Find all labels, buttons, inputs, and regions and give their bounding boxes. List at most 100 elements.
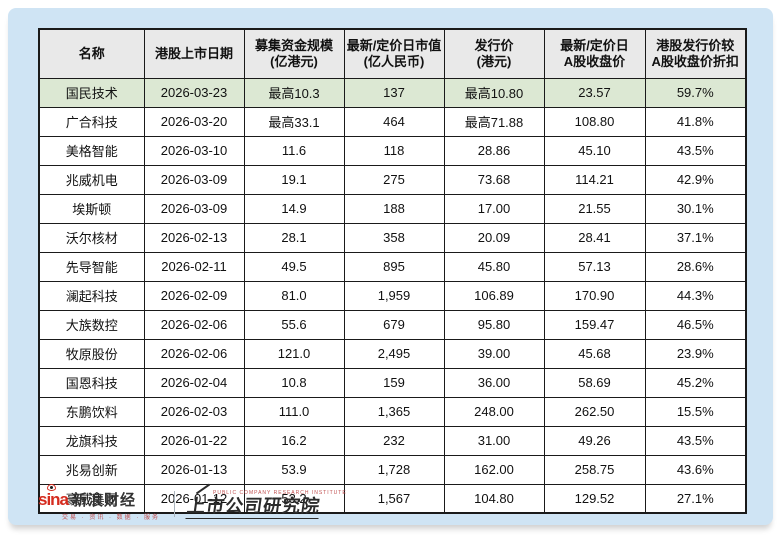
table-row: 广合科技 2026-03-20 最高33.1 464 最高71.88 108.80 41.8… bbox=[38, 106, 747, 137]
table-cell: 2026-03-09 bbox=[143, 193, 245, 224]
table-cell: 10.8 bbox=[243, 367, 345, 398]
table-row: 兆易创新 2026-01-13 53.9 1,728 162.00 258.75 43.6% bbox=[38, 454, 747, 485]
footer-logos: sina 新浪财经 交易 · 资讯 · 数据 · 服务 PUBLIC COMPA… bbox=[38, 483, 346, 521]
table-row: 沃尔核材 2026-02-13 28.1 358 20.09 28.41 37.1% bbox=[38, 222, 747, 253]
table-cell: 43.5% bbox=[644, 425, 747, 456]
table-row: 埃斯顿 2026-03-09 14.9 188 17.00 21.55 30.1% bbox=[38, 193, 747, 224]
header-name: 名称 bbox=[38, 28, 145, 79]
table-cell: 豪威集团 bbox=[38, 483, 145, 514]
ipo-comparison-table: 名称 港股上市日期 募集资金规模 (亿港元) 最新/定价日市值 (亿人民币) 发… bbox=[38, 28, 747, 514]
table-cell: 46.5% bbox=[644, 309, 747, 340]
institute-logo: PUBLIC COMPANY RESEARCH INSTITUTE 上市公司研究… bbox=[185, 483, 346, 519]
sina-brand-text: 新浪财经 bbox=[72, 491, 137, 509]
table-cell: 埃斯顿 bbox=[38, 193, 145, 224]
table-cell: 2026-03-20 bbox=[143, 106, 245, 137]
header-discount: 港股发行价较 A股收盘价折扣 bbox=[644, 28, 747, 79]
table-cell: 兆易创新 bbox=[38, 454, 145, 485]
table-cell: 大族数控 bbox=[38, 309, 145, 340]
table-row: 先导智能 2026-02-11 49.5 895 45.80 57.13 28.6% bbox=[38, 251, 747, 282]
institute-name: 上市公司研究院 bbox=[185, 496, 322, 519]
table-cell: 28.86 bbox=[443, 135, 545, 166]
table-cell: 最高10.80 bbox=[443, 77, 545, 108]
table-cell: 49.5 bbox=[243, 251, 345, 282]
table-cell: 43.6% bbox=[644, 454, 747, 485]
table-cell: 1,567 bbox=[343, 483, 445, 514]
table-cell: 59.7% bbox=[644, 77, 747, 108]
table-cell: 27.1% bbox=[644, 483, 747, 514]
table-cell: 464 bbox=[343, 106, 445, 137]
table-cell: 2026-01-22 bbox=[143, 425, 245, 456]
sina-tagline: 交易 · 资讯 · 数据 · 服务 bbox=[62, 514, 160, 521]
table-cell: 232 bbox=[343, 425, 445, 456]
table-cell: 最高10.3 bbox=[243, 77, 345, 108]
table-cell: 最高33.1 bbox=[243, 106, 345, 137]
table-cell: 2026-03-23 bbox=[143, 77, 245, 108]
table-cell: 东鹏饮料 bbox=[38, 396, 145, 427]
table-cell: 39.00 bbox=[443, 338, 545, 369]
table-body: 国民技术 2026-03-23 最高10.3 137 最高10.80 23.57 59.7%… bbox=[38, 77, 747, 514]
table-cell: 1,959 bbox=[343, 280, 445, 311]
table-cell: 162.00 bbox=[443, 454, 545, 485]
table-cell: 2026-03-10 bbox=[143, 135, 245, 166]
table-row: 东鹏饮料 2026-02-03 111.0 1,365 248.00 262.50 15.5… bbox=[38, 396, 747, 427]
table-cell: 2026-02-06 bbox=[143, 309, 245, 340]
table-cell: 牧原股份 bbox=[38, 338, 145, 369]
header-a-share-close: 最新/定价日 A股收盘价 bbox=[543, 28, 646, 79]
table-cell: 16.2 bbox=[243, 425, 345, 456]
table-cell: 53.9 bbox=[243, 454, 345, 485]
table-cell: 28.6% bbox=[644, 251, 747, 282]
table-cell: 358 bbox=[343, 222, 445, 253]
header-row: 名称 港股上市日期 募集资金规模 (亿港元) 最新/定价日市值 (亿人民币) 发… bbox=[38, 28, 747, 79]
table-row: 国民技术 2026-03-23 最高10.3 137 最高10.80 23.57 59.7% bbox=[38, 77, 747, 108]
table-cell: 104.80 bbox=[443, 483, 545, 514]
sina-logo-icon: sina bbox=[38, 483, 69, 508]
table-cell: 30.1% bbox=[644, 193, 747, 224]
table-row: 兆威机电 2026-03-09 19.1 275 73.68 114.21 42.9% bbox=[38, 164, 747, 195]
table-cell: 2,495 bbox=[343, 338, 445, 369]
footer-divider bbox=[174, 491, 175, 517]
table-cell: 57.13 bbox=[543, 251, 646, 282]
table-cell: 1,728 bbox=[343, 454, 445, 485]
table-cell: 19.1 bbox=[243, 164, 345, 195]
table-cell: 159 bbox=[343, 367, 445, 398]
table-cell: 108.80 bbox=[543, 106, 646, 137]
table-cell: 111.0 bbox=[243, 396, 345, 427]
table-cell: 2026-02-06 bbox=[143, 338, 245, 369]
table-cell: 188 bbox=[343, 193, 445, 224]
table-row: 大族数控 2026-02-06 55.6 679 95.80 159.47 46.5% bbox=[38, 309, 747, 340]
table-cell: 2026-02-13 bbox=[143, 222, 245, 253]
table-cell: 58.69 bbox=[543, 367, 646, 398]
table-cell: 美格智能 bbox=[38, 135, 145, 166]
table-cell: 最高71.88 bbox=[443, 106, 545, 137]
table-cell: 895 bbox=[343, 251, 445, 282]
table-cell: 81.0 bbox=[243, 280, 345, 311]
table-cell: 沃尔核材 bbox=[38, 222, 145, 253]
header-listing-date: 港股上市日期 bbox=[143, 28, 245, 79]
table-header: 名称 港股上市日期 募集资金规模 (亿港元) 最新/定价日市值 (亿人民币) 发… bbox=[38, 28, 747, 79]
institute-subtitle: PUBLIC COMPANY RESEARCH INSTITUTE bbox=[213, 489, 347, 496]
table-cell: 龙旗科技 bbox=[38, 425, 145, 456]
table-cell: 37.1% bbox=[644, 222, 747, 253]
table-cell: 159.47 bbox=[543, 309, 646, 340]
table-cell: 137 bbox=[343, 77, 445, 108]
table-cell: 2026-01-13 bbox=[143, 454, 245, 485]
table-cell: 2026-03-09 bbox=[143, 164, 245, 195]
table-cell: 170.90 bbox=[543, 280, 646, 311]
table-row: 澜起科技 2026-02-09 81.0 1,959 106.89 170.90 44.3% bbox=[38, 280, 747, 311]
table-cell: 45.80 bbox=[443, 251, 545, 282]
table-cell: 14.9 bbox=[243, 193, 345, 224]
table-cell: 275 bbox=[343, 164, 445, 195]
table-cell: 129.52 bbox=[543, 483, 646, 514]
table-row: 国恩科技 2026-02-04 10.8 159 36.00 58.69 45.2% bbox=[38, 367, 747, 398]
header-funds-raised: 募集资金规模 (亿港元) bbox=[243, 28, 345, 79]
table-cell: 258.75 bbox=[543, 454, 646, 485]
table-cell: 15.5% bbox=[644, 396, 747, 427]
table-cell: 45.2% bbox=[644, 367, 747, 398]
table-cell: 2026-02-04 bbox=[143, 367, 245, 398]
table-cell: 95.80 bbox=[443, 309, 545, 340]
table-row: 豪威集团 2026-01-12 53.2 1,567 104.80 129.52 27.1% bbox=[38, 483, 747, 514]
table-cell: 21.55 bbox=[543, 193, 646, 224]
table-cell: 2026-02-03 bbox=[143, 396, 245, 427]
table-cell: 121.0 bbox=[243, 338, 345, 369]
table-row: 龙旗科技 2026-01-22 16.2 232 31.00 49.26 43.5% bbox=[38, 425, 747, 456]
